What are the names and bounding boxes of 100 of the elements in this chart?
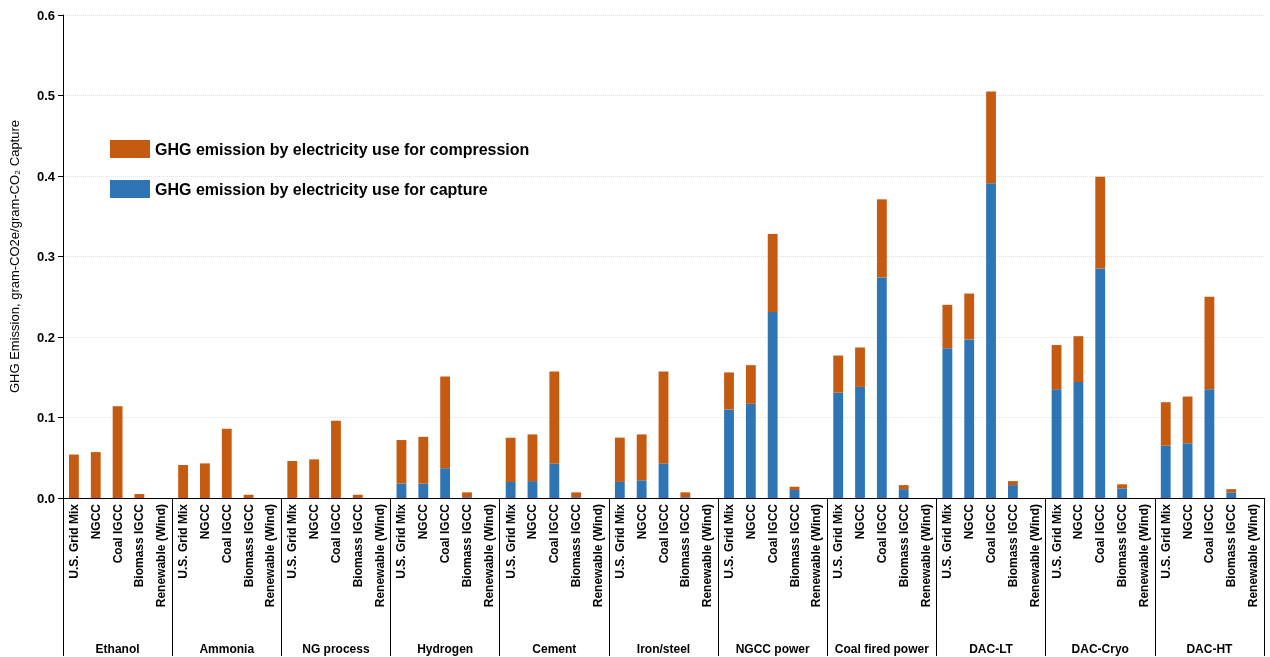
bar: [658, 463, 669, 498]
text: NG process: [302, 642, 370, 656]
x-tick-label: NGCC: [307, 503, 322, 540]
x-tick-label: Coal IGCC: [1202, 503, 1217, 564]
bar: [964, 339, 975, 498]
x-tick-label: Renewable (Wind): [1027, 504, 1042, 608]
text: Iron/steel: [636, 642, 691, 656]
bar: [680, 492, 691, 498]
bar: [221, 428, 232, 498]
x-tick-label: NGCC: [853, 503, 868, 540]
bar: [396, 440, 407, 484]
bar: [505, 481, 516, 498]
bar: [724, 409, 734, 498]
x-tick-label: Biomass IGCC: [241, 503, 256, 588]
x-tick-label: Biomass IGCC: [1005, 503, 1020, 588]
x-tick-label: NGCC: [197, 503, 212, 540]
x-tick-label: NGCC: [1180, 503, 1195, 540]
x-tick-label: Renewable (Wind): [918, 504, 933, 608]
y-tick-label: 0.3: [36, 249, 55, 264]
bar: [1182, 396, 1193, 444]
bar: [942, 348, 953, 498]
x-tick-label: Coal IGCC: [765, 503, 780, 564]
legend-label: GHG emission by electricity use for compression: [155, 140, 530, 158]
bar: [876, 199, 887, 278]
text: Ethanol: [95, 642, 140, 656]
x-tick-label: Biomass IGCC: [132, 503, 147, 588]
x-tick-label: NGCC: [88, 503, 103, 540]
bar: [418, 436, 429, 484]
bar: [876, 277, 887, 498]
legend-label: GHG emission by electricity use for capture: [155, 180, 488, 198]
bar: [440, 468, 451, 498]
x-tick-label: Coal IGCC: [110, 503, 125, 564]
bar: [1095, 268, 1106, 498]
x-tick-label: Biomass IGCC: [459, 503, 474, 588]
bar: [352, 494, 363, 498]
y-tick-label: 0.5: [36, 88, 55, 103]
bar: [614, 437, 625, 482]
y-tick-label: 0.1: [36, 410, 55, 425]
x-tick-label: Coal IGCC: [438, 503, 453, 564]
x-tick-label: U.S. Grid Mix: [503, 503, 518, 579]
text: Coal fired power: [834, 642, 930, 656]
bar: [658, 371, 669, 464]
bar: [243, 494, 254, 498]
bar: [1226, 492, 1237, 498]
x-tick-label: Biomass IGCC: [350, 503, 365, 588]
bar: [614, 481, 625, 498]
text: DAC-LT: [969, 642, 1014, 656]
x-tick-label: U.S. Grid Mix: [394, 503, 409, 579]
bar: [200, 463, 210, 498]
x-tick-label: Coal IGCC: [219, 503, 234, 564]
x-tick-label: Coal IGCC: [656, 503, 671, 564]
x-tick-label: Renewable (Wind): [154, 504, 169, 608]
bar: [986, 183, 996, 498]
bar: [549, 463, 560, 498]
text: Ammonia: [199, 642, 255, 656]
x-tick-label: Coal IGCC: [547, 503, 562, 564]
x-tick-label: U.S. Grid Mix: [940, 503, 955, 579]
y-tick-label: 0.2: [36, 329, 55, 345]
bar: [1160, 445, 1171, 498]
bar: [855, 386, 865, 498]
bar: [331, 420, 341, 498]
bar: [1117, 484, 1127, 489]
bar: [1160, 402, 1171, 446]
bar: [767, 233, 778, 313]
x-tick-label: NGCC: [525, 503, 540, 540]
x-tick-label: U.S. Grid Mix: [831, 503, 846, 579]
text: Cement: [532, 642, 577, 656]
x-tick-label: NGCC: [1071, 503, 1086, 540]
bar: [745, 403, 756, 498]
x-tick-label: Biomass IGCC: [569, 503, 584, 588]
x-tick-label: U.S. Grid Mix: [176, 503, 191, 579]
bar: [964, 293, 975, 340]
x-tick-label: NGCC: [416, 503, 431, 540]
bar: [1051, 389, 1062, 498]
bar: [178, 465, 189, 498]
y-tick-label: 0.6: [36, 7, 55, 23]
x-tick-label: Coal IGCC: [874, 503, 889, 564]
x-tick-label: Biomass IGCC: [1224, 503, 1239, 588]
bar: [986, 91, 996, 184]
bar: [1051, 345, 1062, 390]
bar: [90, 452, 101, 498]
bar: [1182, 443, 1193, 498]
bar: [898, 485, 909, 490]
bar: [767, 312, 778, 498]
x-tick-label: Renewable (Wind): [1136, 504, 1151, 608]
x-tick-label: U.S. Grid Mix: [285, 503, 300, 579]
bar: [440, 376, 451, 469]
bar: [527, 481, 538, 498]
x-tick-label: Renewable (Wind): [263, 504, 278, 608]
bar: [724, 372, 734, 410]
x-tick-label: Renewable (Wind): [700, 504, 715, 608]
text: DAC-HT: [1186, 642, 1234, 656]
bar: [418, 483, 429, 498]
bar: [1007, 481, 1018, 486]
y-tick-label: 0.4: [36, 168, 56, 184]
bar: [69, 454, 79, 498]
bar: [1073, 336, 1084, 383]
bar: [1073, 382, 1084, 498]
x-tick-label: NGCC: [743, 503, 758, 540]
x-tick-label: Biomass IGCC: [1115, 503, 1130, 588]
